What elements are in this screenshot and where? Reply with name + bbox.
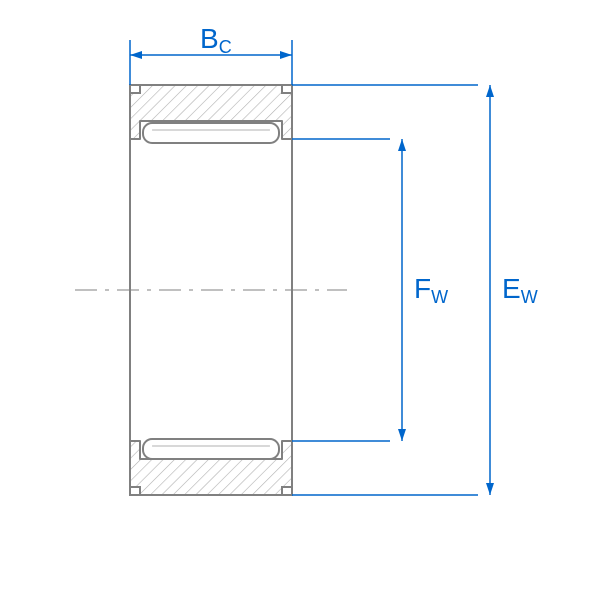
notch-tl (130, 85, 140, 93)
dim-ew-label: EW (502, 273, 538, 307)
roller-top (143, 123, 279, 143)
dim-fw-label: FW (414, 273, 448, 307)
notch-bl (130, 487, 140, 495)
dim-ew-arrow-t (486, 85, 494, 97)
dim-ew-arrow-b (486, 483, 494, 495)
dim-bc-arrow-l (130, 51, 142, 59)
dim-fw-arrow-t (398, 139, 406, 151)
dim-bc-label: BC (200, 23, 232, 57)
roller-bottom (143, 439, 279, 459)
bearing-diagram: BC FW EW (0, 0, 600, 600)
dim-bc-arrow-r (280, 51, 292, 59)
dim-fw-arrow-b (398, 429, 406, 441)
notch-br (282, 487, 292, 495)
notch-tr (282, 85, 292, 93)
